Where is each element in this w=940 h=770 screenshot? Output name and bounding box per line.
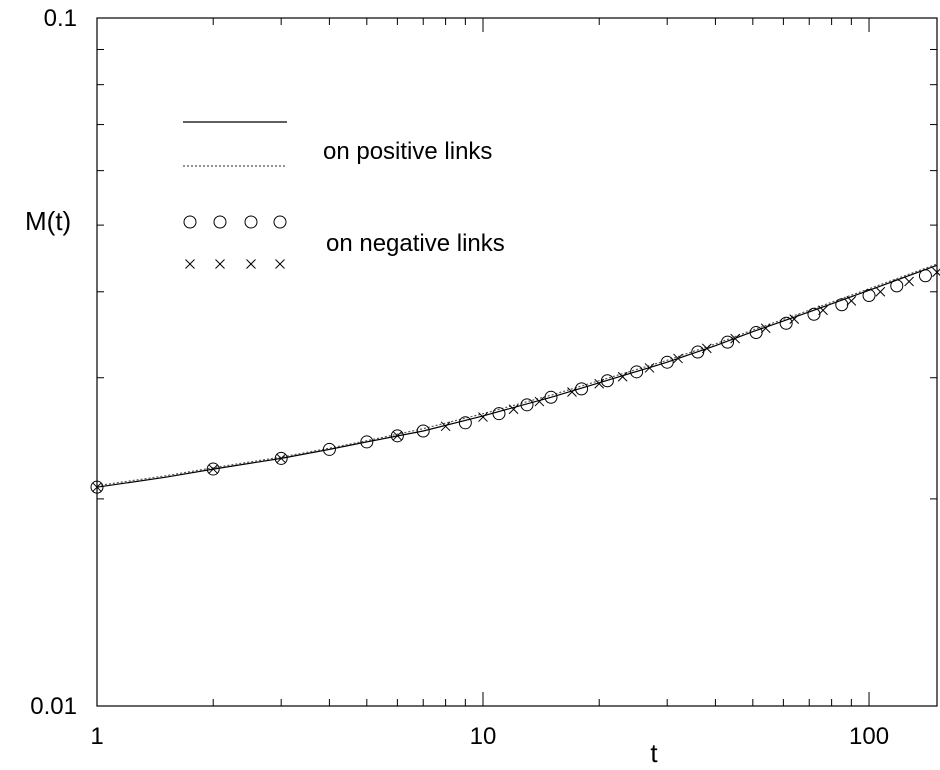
x-axis-label: t (650, 738, 658, 768)
data-point-cross (904, 276, 914, 287)
data-point-circle (520, 398, 534, 412)
cross-stroke (440, 421, 451, 432)
data-point-cross (246, 259, 256, 269)
data-point-cross (846, 296, 857, 306)
data-point-circle (273, 215, 287, 229)
data-point-cross (701, 343, 712, 354)
data-point-cross (617, 371, 628, 382)
data-point-cross (567, 387, 577, 397)
data-point-cross (185, 259, 195, 269)
data-point-cross (875, 286, 886, 297)
cross-stroke (276, 453, 287, 464)
data-point-cross (208, 464, 219, 474)
data-point-circle (183, 215, 197, 229)
series-markers-crosses (92, 267, 940, 493)
series-line-solid (96, 264, 938, 488)
legend: on positive links on negative links (183, 121, 505, 269)
data-point-cross (673, 353, 683, 364)
tick-labels: 1 10 100 0.01 0.1 (30, 5, 889, 750)
data-point-circle (244, 215, 258, 229)
cross-stroke (932, 268, 940, 278)
data-point-cross (760, 323, 771, 334)
data-point-circle (492, 407, 506, 421)
data-point-circle (416, 424, 430, 438)
y-tick-label: 0.1 (44, 5, 77, 32)
data-point-circle (918, 269, 932, 283)
data-point-cross (276, 453, 287, 464)
data-point-cross (215, 259, 225, 269)
data-point-cross (392, 430, 403, 441)
cross-stroke (208, 464, 219, 474)
cross-stroke (644, 363, 655, 373)
data-point-circle (660, 355, 674, 369)
data-point-circle (458, 416, 472, 430)
cross-stroke (185, 259, 195, 269)
cross-stroke (789, 314, 800, 324)
cross-stroke (701, 343, 712, 354)
data-point-circle (807, 307, 821, 321)
data-point-circle (721, 335, 735, 349)
data-point-circle (213, 215, 227, 229)
legend-label-positive: on positive links (323, 138, 492, 165)
data-point-circle (274, 451, 288, 465)
cross-stroke (730, 333, 741, 344)
data-point-cross (644, 363, 655, 373)
data-point-circle (630, 365, 644, 379)
data-point-cross (932, 267, 940, 278)
cross-stroke (904, 276, 914, 287)
data-point-cross (508, 404, 519, 415)
cross-stroke (92, 482, 102, 493)
data-point-cross (440, 421, 451, 432)
x-tick-label: 100 (849, 723, 889, 750)
cross-stroke (275, 259, 285, 269)
cross-stroke (594, 378, 605, 389)
data-point-cross (275, 259, 285, 269)
cross-stroke (617, 371, 628, 382)
data-point-circle (90, 480, 104, 494)
cross-stroke (392, 430, 403, 441)
y-axis-label: M(t) (25, 206, 71, 236)
series-line-dotted (96, 263, 938, 487)
data-point-cross (92, 482, 102, 493)
data-point-circle (600, 374, 614, 388)
cross-stroke (508, 404, 519, 415)
plot-frame (96, 17, 938, 707)
cross-stroke (215, 259, 225, 269)
data-point-circle (390, 429, 404, 443)
cross-stroke (760, 323, 771, 334)
x-tick-label: 10 (470, 723, 497, 750)
data-point-cross (730, 333, 741, 344)
cross-stroke (534, 396, 545, 407)
data-point-cross (789, 314, 800, 324)
legend-label-negative: on negative links (326, 230, 505, 257)
data-point-circle (360, 435, 374, 449)
cross-stroke (673, 353, 683, 364)
data-point-circle (862, 289, 876, 303)
legend-sample-circles (183, 215, 287, 229)
series-layer (90, 263, 940, 494)
data-point-circle (322, 442, 336, 456)
data-point-circle (544, 390, 558, 404)
cross-stroke (846, 296, 857, 306)
data-point-cross (818, 305, 828, 316)
data-point-cross (478, 412, 488, 422)
data-point-circle (890, 279, 904, 293)
x-tick-label: 1 (90, 723, 103, 750)
y-tick-label: 0.01 (30, 693, 77, 720)
data-point-circle (779, 316, 793, 330)
data-point-circle (206, 462, 220, 476)
data-point-cross (534, 396, 545, 407)
plot-border (96, 17, 938, 707)
cross-stroke (246, 259, 256, 269)
legend-sample-crosses (185, 259, 285, 269)
cross-stroke (818, 305, 828, 316)
series-markers-circles (90, 269, 932, 494)
cross-stroke (478, 412, 488, 422)
axis-ticks (96, 17, 937, 707)
data-point-cross (594, 378, 605, 389)
cross-stroke (875, 286, 886, 297)
cross-stroke (567, 387, 577, 397)
